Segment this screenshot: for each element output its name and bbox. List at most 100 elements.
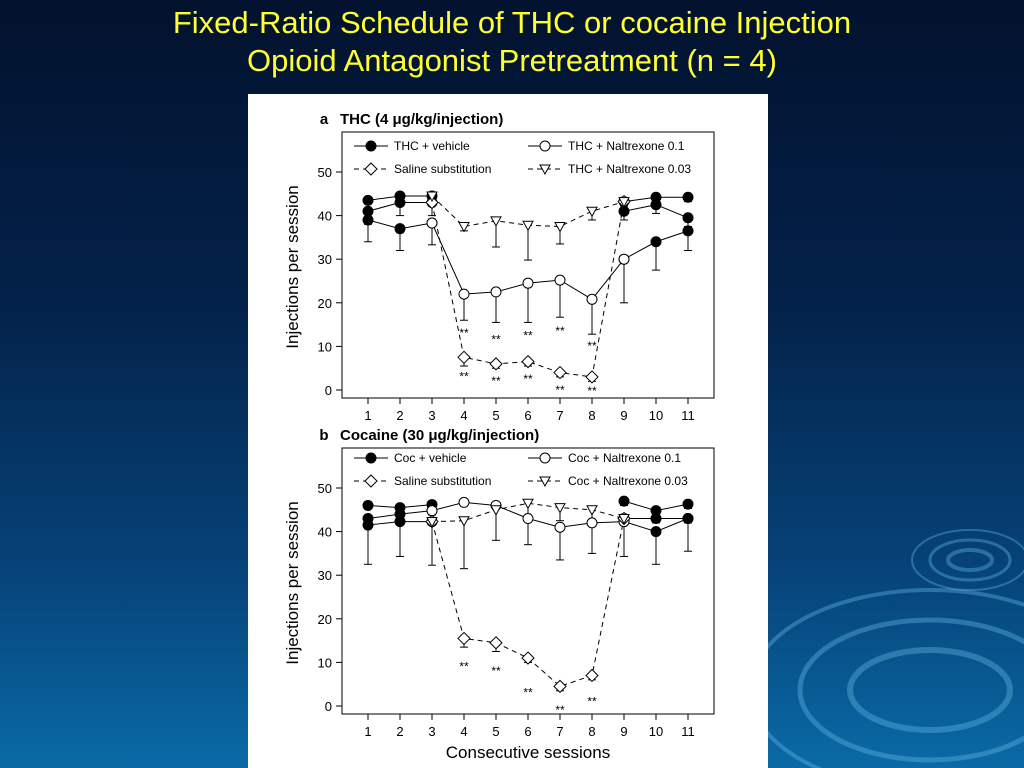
significance-marker: ** [491,374,501,388]
marker-filled-circle [650,526,662,538]
marker-open-circle [522,277,534,289]
y-tick-label: 30 [318,568,332,583]
x-axis-label: Consecutive sessions [446,743,610,762]
slide-title-line2: Opioid Antagonist Pretreatment (n = 4) [247,43,777,78]
legend-label: Saline substitution [394,474,491,488]
significance-marker: ** [587,384,597,398]
marker-filled-circle [394,197,406,209]
y-tick-label: 20 [318,296,332,311]
marker-filled-circle [618,495,630,507]
significance-marker: ** [587,694,597,708]
marker-open-diamond [585,370,599,384]
marker-open-diamond [521,651,535,665]
marker-open-triangle-down [458,222,470,233]
marker-filled-circle [682,498,694,510]
marker-filled-circle [650,199,662,211]
chart-panel-a: a THC (4 μg/kg/injection) 0 10 20 30 40 50 1 2 3 4 5… [283,111,715,423]
marker-filled-circle [394,516,406,528]
series-markers [426,498,630,528]
marker-open-triangle-down [522,220,534,232]
marker-open-diamond [489,357,503,371]
x-tick-label: 9 [620,408,627,423]
chart-panel-b: b Cocaine (30 μg/kg/injection) 0 10 20 30 40 50… [283,427,715,762]
marker-open-triangle-down [490,505,502,516]
marker-filled-circle [682,225,694,237]
x-tick-label: 2 [396,408,403,423]
series-line [364,521,436,566]
y-axis-label: Injections per session [283,501,302,664]
marker-open-circle [458,288,470,300]
x-tick-label: 10 [649,408,663,423]
x-tick-label: 11 [681,724,695,739]
marker-open-diamond [585,668,599,683]
marker-open-triangle-down [586,206,598,218]
x-tick-label: 8 [588,408,595,423]
y-tick-label: 10 [318,339,332,354]
marker-open-diamond [553,679,567,694]
marker-open-triangle-down [554,503,566,514]
marker-open-circle [554,274,566,286]
significance-marker: ** [555,383,565,397]
legend-label: Coc + vehicle [394,451,467,465]
marker-filled-circle [362,214,374,226]
marker-open-triangle-down [426,517,438,528]
marker-filled-circle [365,140,377,152]
panel-title: THC (4 μg/kg/injection) [340,111,503,128]
legend-label: THC + vehicle [394,139,470,153]
series-line [620,518,692,565]
y-tick-label: 40 [318,525,332,540]
x-tick-label: 5 [492,724,499,739]
marker-filled-circle [362,519,374,531]
y-tick-label: 0 [325,699,332,714]
x-tick-label: 1 [364,408,371,423]
marker-filled-circle [650,236,662,248]
marker-filled-circle [682,191,694,203]
marker-filled-circle [365,452,377,464]
y-tick-label: 30 [318,252,332,267]
significance-marker: ** [555,324,565,338]
significance-marker: ** [555,703,565,717]
y-axis-label: Injections per session [283,185,302,348]
marker-open-diamond [457,631,471,646]
legend-label: THC + Naltrexone 0.1 [568,139,685,153]
x-tick-label: 10 [649,724,663,739]
series-markers [426,217,630,305]
marker-open-diamond [364,474,378,488]
y-tick-label: 0 [325,383,332,398]
marker-open-circle [618,253,630,265]
marker-open-diamond [457,350,471,365]
marker-open-circle [586,517,598,529]
x-tick-label: 9 [620,724,627,739]
marker-open-circle [458,496,470,508]
y-tick-label: 40 [318,209,332,224]
x-tick-label: 3 [428,408,435,423]
marker-open-triangle-down [539,476,551,488]
y-tick-label: 50 [318,481,332,496]
y-tick-label: 20 [318,612,332,627]
marker-open-circle [490,286,502,298]
marker-open-circle [426,505,438,517]
legend: Coc + vehicle Saline substitution Coc + Na… [354,451,688,488]
marker-open-circle [554,521,566,533]
y-tick-label: 50 [318,165,332,180]
significance-marker: ** [523,686,533,700]
marker-open-diamond [521,354,535,369]
marker-open-triangle-down [490,216,502,227]
marker-filled-circle [650,513,662,525]
marker-open-diamond [489,636,503,650]
x-tick-label: 2 [396,724,403,739]
marker-open-circle [539,140,551,152]
marker-open-triangle-down [458,516,470,527]
x-tick-label: 8 [588,724,595,739]
series-markers [618,495,694,517]
x-tick-label: 5 [492,408,499,423]
significance-marker: ** [459,370,469,384]
marker-open-circle [522,513,534,525]
series-markers [618,199,694,224]
marker-open-triangle-down [539,164,551,176]
marker-open-diamond [425,195,439,210]
marker-open-triangle-down [522,498,534,510]
marker-filled-circle [362,499,374,511]
marker-open-circle [586,293,598,305]
